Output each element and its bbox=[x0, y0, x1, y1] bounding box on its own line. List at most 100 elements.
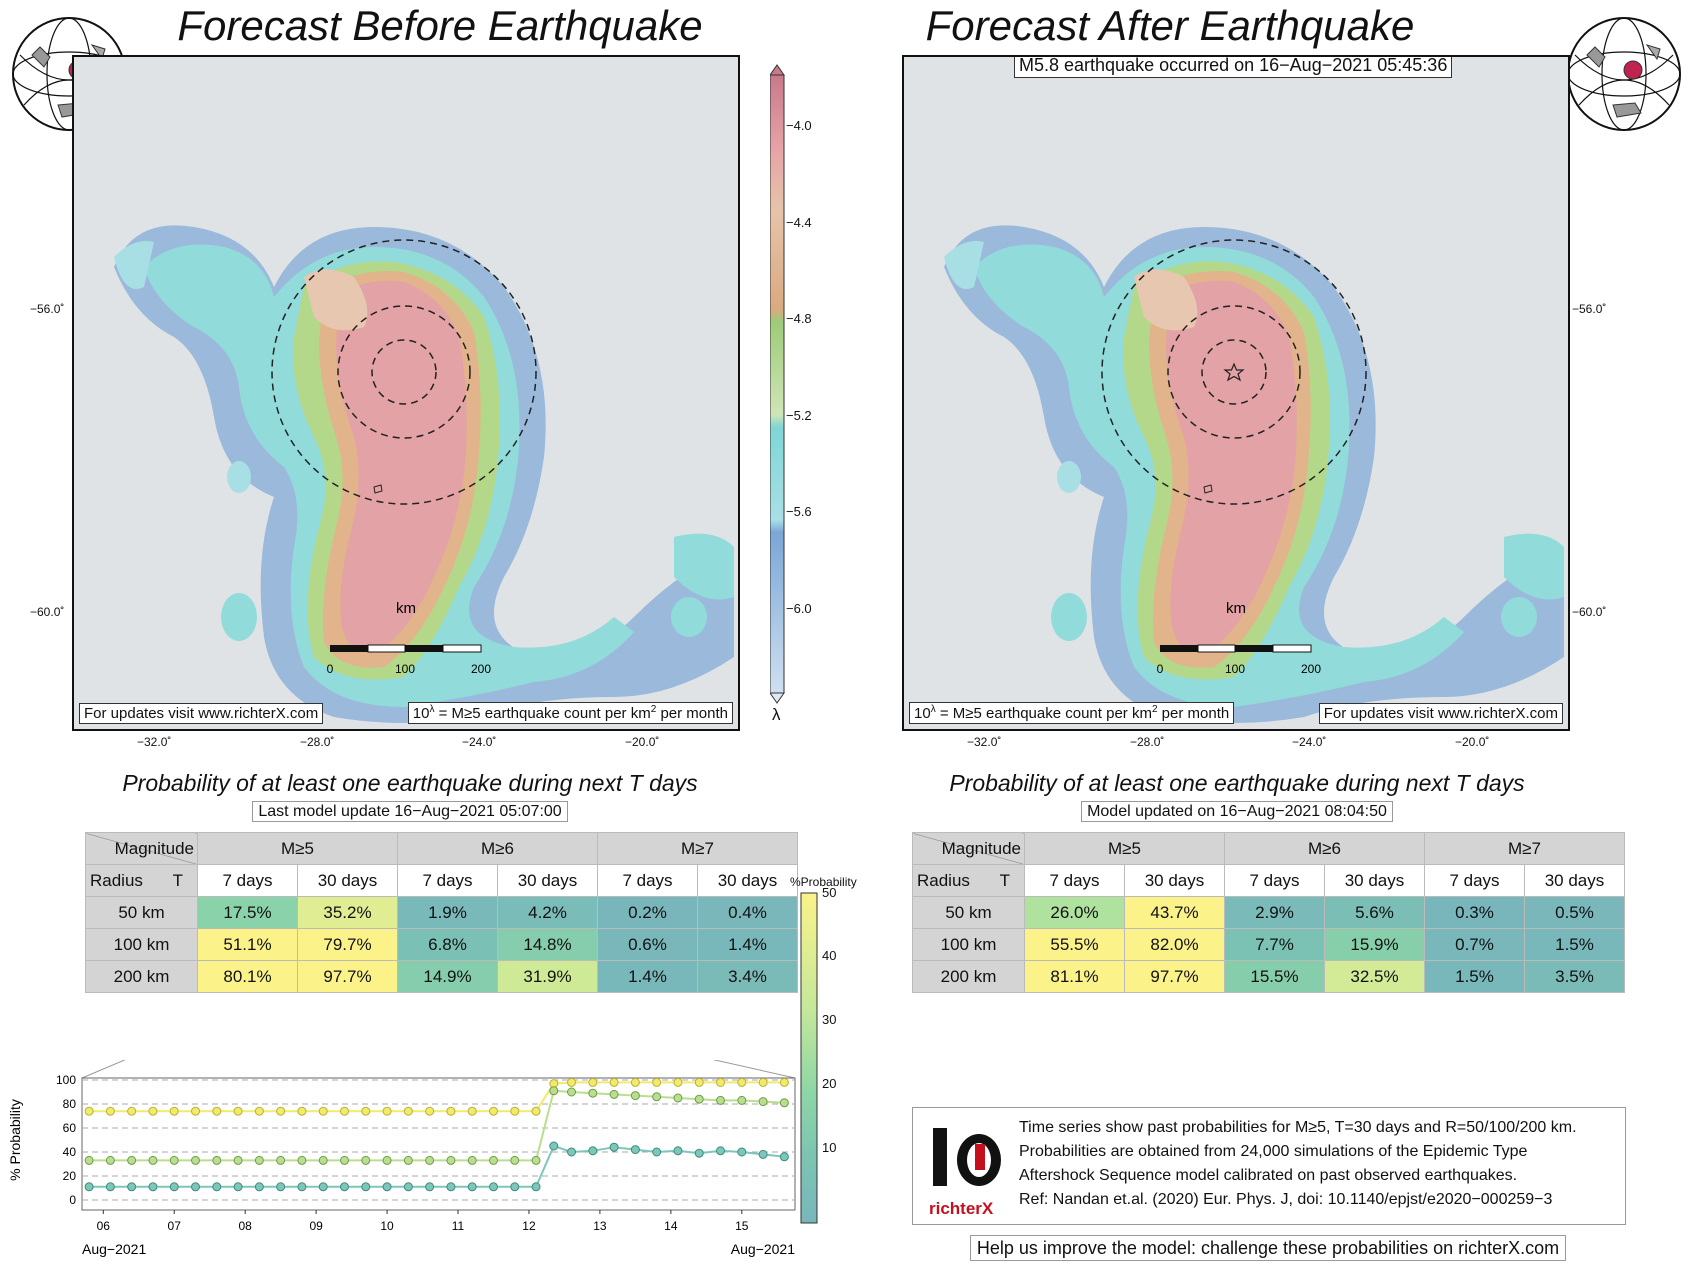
data-point bbox=[694, 1148, 704, 1158]
data-point bbox=[567, 1077, 577, 1087]
x-tick-label: 10 bbox=[380, 1219, 394, 1233]
y-tick-label: 20 bbox=[63, 1169, 77, 1183]
left-scale-tick-0: 0 bbox=[327, 662, 334, 676]
data-point bbox=[716, 1146, 726, 1156]
info-line: Probabilities are obtained from 24,000 s… bbox=[1019, 1143, 1528, 1160]
data-point bbox=[169, 1182, 179, 1192]
right-event-label: M5.8 earthquake occurred on 16−Aug−2021 … bbox=[1014, 57, 1453, 78]
globe-icon bbox=[1567, 17, 1681, 131]
data-point bbox=[531, 1182, 541, 1192]
probability-cell: 4.2% bbox=[497, 896, 598, 929]
mag-header-m5: M≥5 bbox=[1024, 832, 1225, 865]
magnitude-header: Magnitude bbox=[85, 832, 198, 865]
probability-cell: 1.4% bbox=[597, 960, 698, 993]
lambda-tick-4-0: −4.0 bbox=[786, 118, 812, 133]
x-end-label: Aug−2021 bbox=[731, 1241, 795, 1257]
radius-cell: 50 km bbox=[912, 896, 1025, 929]
probability-cell: 2.9% bbox=[1224, 896, 1325, 929]
probability-cell: 17.5% bbox=[197, 896, 298, 929]
left-lat-tick-60: −60.0˚ bbox=[30, 605, 65, 619]
data-point bbox=[382, 1155, 392, 1165]
lambda-symbol: λ bbox=[772, 705, 781, 724]
right-scale-bar: 0 100 200 bbox=[1157, 644, 1321, 676]
data-point bbox=[694, 1077, 704, 1087]
left-footer-visit: For updates visit www.richterX.com bbox=[79, 703, 324, 724]
data-point bbox=[588, 1088, 598, 1098]
probability-cell: 0.7% bbox=[1424, 928, 1525, 961]
help-link[interactable]: Help us improve the model: challenge the… bbox=[969, 1235, 1567, 1261]
data-point bbox=[297, 1182, 307, 1192]
probability-cell: 15.9% bbox=[1324, 928, 1425, 961]
data-point bbox=[105, 1155, 115, 1165]
data-point bbox=[233, 1106, 243, 1116]
mag-header-m6: M≥6 bbox=[397, 832, 598, 865]
data-point bbox=[254, 1182, 264, 1192]
probability-cell: 14.9% bbox=[397, 960, 498, 993]
data-point bbox=[425, 1155, 435, 1165]
right-lat-tick-56: −56.0˚ bbox=[1572, 302, 1607, 316]
data-point bbox=[567, 1147, 577, 1157]
right-footer-units: 10λ = M≥5 earthquake count per km2 per m… bbox=[909, 702, 1235, 724]
data-point bbox=[694, 1094, 704, 1104]
data-point bbox=[467, 1106, 477, 1116]
data-point bbox=[254, 1155, 264, 1165]
left-lon-tick-20: −20.0˚ bbox=[625, 735, 660, 749]
data-point bbox=[630, 1077, 640, 1087]
probability-cell: 7.7% bbox=[1224, 928, 1325, 961]
left-scale-tick-100: 100 bbox=[395, 662, 415, 676]
data-point bbox=[567, 1087, 577, 1097]
y-tick-label: 40 bbox=[63, 1145, 77, 1159]
data-point bbox=[318, 1106, 328, 1116]
left-lon-tick-32: −32.0˚ bbox=[137, 735, 172, 749]
x-tick-label: 06 bbox=[97, 1219, 111, 1233]
data-point bbox=[531, 1155, 541, 1165]
mag-header-m7: M≥7 bbox=[1424, 832, 1625, 865]
data-point bbox=[446, 1182, 456, 1192]
data-point bbox=[276, 1106, 286, 1116]
data-point bbox=[779, 1152, 789, 1162]
data-point bbox=[191, 1182, 201, 1192]
y-tick-label: 60 bbox=[63, 1121, 77, 1135]
right-lon-tick-28: −28.0˚ bbox=[1130, 735, 1165, 749]
data-point bbox=[403, 1106, 413, 1116]
probability-cell: 6.8% bbox=[397, 928, 498, 961]
period-header: 30 days bbox=[1124, 864, 1225, 897]
data-point bbox=[446, 1155, 456, 1165]
data-point bbox=[191, 1106, 201, 1116]
probability-cell: 0.6% bbox=[597, 928, 698, 961]
probability-cell: 82.0% bbox=[1124, 928, 1225, 961]
data-point bbox=[467, 1155, 477, 1165]
data-point bbox=[673, 1093, 683, 1103]
data-point bbox=[84, 1155, 94, 1165]
lambda-colorbar: −4.0 −4.4 −4.8 −5.2 −5.6 −6.0 λ bbox=[769, 63, 860, 724]
right-lon-tick-20: −20.0˚ bbox=[1455, 735, 1490, 749]
data-point bbox=[105, 1106, 115, 1116]
left-scale-tick-200: 200 bbox=[471, 662, 491, 676]
data-point bbox=[549, 1086, 559, 1096]
lambda-tick-4-4: −4.4 bbox=[786, 215, 812, 230]
period-header: 7 days bbox=[197, 864, 298, 897]
richterx-logo: richterX bbox=[929, 1120, 1015, 1218]
data-point bbox=[779, 1098, 789, 1108]
data-point bbox=[233, 1155, 243, 1165]
probability-cell: 0.2% bbox=[597, 896, 698, 929]
richterx-logo-icon bbox=[933, 1128, 1001, 1186]
probability-cell: 35.2% bbox=[297, 896, 398, 929]
right-scale-tick-200: 200 bbox=[1301, 662, 1321, 676]
data-point bbox=[488, 1106, 498, 1116]
mag-header-m6: M≥6 bbox=[1224, 832, 1425, 865]
data-point bbox=[212, 1106, 222, 1116]
probability-cell: 0.4% bbox=[697, 896, 798, 929]
y-tick-label: 100 bbox=[56, 1073, 76, 1087]
radius-cell: 200 km bbox=[85, 960, 198, 993]
probability-colorbar: %Probability 50 40 30 20 10 bbox=[790, 875, 880, 1230]
probability-cell: 0.3% bbox=[1424, 896, 1525, 929]
data-point bbox=[779, 1077, 789, 1087]
data-point bbox=[361, 1182, 371, 1192]
probability-cell: 43.7% bbox=[1124, 896, 1225, 929]
probability-cell: 80.1% bbox=[197, 960, 298, 993]
info-line: Time series show past probabilities for … bbox=[1019, 1119, 1577, 1136]
right-lat-tick-60: −60.0˚ bbox=[1572, 605, 1607, 619]
data-point bbox=[84, 1106, 94, 1116]
x-tick-label: 15 bbox=[735, 1219, 749, 1233]
